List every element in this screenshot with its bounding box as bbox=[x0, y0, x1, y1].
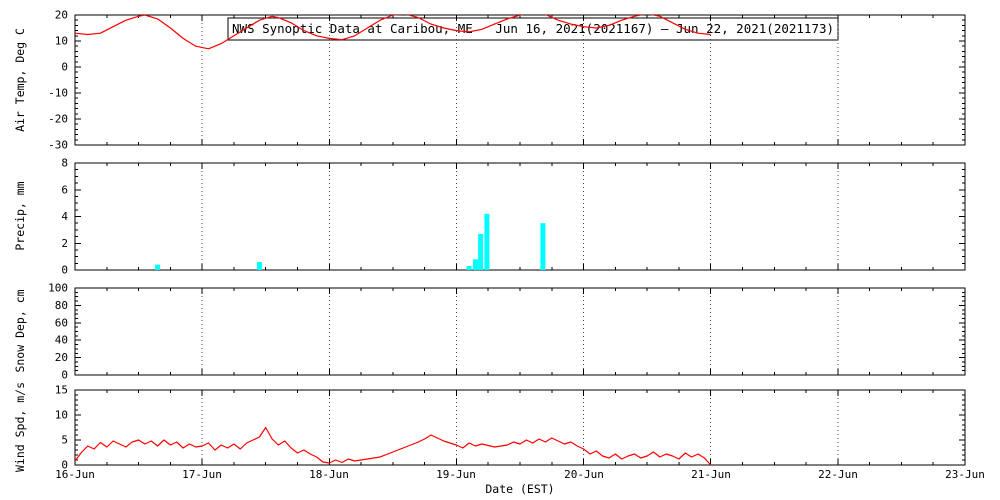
precip-bar bbox=[540, 223, 546, 270]
y-tick-label: 5 bbox=[61, 434, 68, 447]
x-tick-label-16jun: 16-Jun bbox=[55, 468, 95, 481]
y-tick-label: 8 bbox=[61, 157, 68, 170]
panel-precip: 0 2 4 6 8 bbox=[61, 157, 966, 277]
x-tick-label-21jun: 21-Jun bbox=[691, 468, 731, 481]
y-tick-label: 20 bbox=[55, 351, 68, 364]
panel-frame bbox=[74, 389, 966, 466]
y-tick-label: 0 bbox=[61, 61, 68, 74]
static-labels: NWS Synoptic Data at Caribou, ME Jun 16,… bbox=[13, 17, 985, 496]
precip-bar bbox=[484, 213, 490, 270]
y-tick-label: 60 bbox=[55, 316, 68, 329]
precip-bar bbox=[256, 262, 262, 270]
y-tick-label: 6 bbox=[61, 183, 68, 196]
x-tick-label-19jun: 19-Jun bbox=[436, 468, 476, 481]
y-tick-label: 20 bbox=[55, 9, 68, 22]
wind-speed-line bbox=[75, 426, 712, 465]
x-tick-label-20jun: 20-Jun bbox=[564, 468, 604, 481]
y-tick-label: 10 bbox=[55, 409, 68, 422]
y-tick-label: 80 bbox=[55, 299, 68, 312]
title-box bbox=[227, 17, 839, 41]
chart-title: NWS Synoptic Data at Caribou, ME Jun 16,… bbox=[232, 21, 834, 36]
x-tick-label-18jun: 18-Jun bbox=[309, 468, 349, 481]
y-tick-label: 15 bbox=[55, 384, 68, 397]
y-tick-label: 0 bbox=[61, 369, 68, 382]
ylabel-snow-depth: Snow Dep, cm bbox=[13, 289, 27, 372]
air-temp-line bbox=[75, 15, 711, 50]
y-tick-label: -20 bbox=[48, 113, 68, 126]
x-tick-label-23jun: 23-Jun bbox=[945, 468, 985, 481]
panel-snow-depth: 0 20 40 60 80 100 bbox=[48, 282, 966, 382]
x-tick-label-17jun: 17-Jun bbox=[182, 468, 222, 481]
panel-frame bbox=[74, 287, 966, 376]
panel-frame bbox=[74, 162, 966, 271]
precip-bar bbox=[473, 259, 478, 270]
y-tick-label: -10 bbox=[48, 87, 68, 100]
y-tick-label: 0 bbox=[61, 459, 68, 472]
ylabel-precip: Precip, mm bbox=[13, 181, 27, 250]
panel-air-temp: -30 -20 -10 0 10 20 bbox=[48, 9, 966, 152]
y-tick-label: 2 bbox=[61, 237, 68, 250]
y-tick-label: 100 bbox=[48, 282, 68, 295]
ylabel-wind-speed: Wind Spd, m/s bbox=[13, 382, 27, 472]
y-tick-label: 10 bbox=[55, 35, 68, 48]
y-tick-label: 40 bbox=[55, 334, 68, 347]
precip-bar bbox=[155, 264, 161, 270]
ylabel-air-temp: Air Temp, Deg C bbox=[13, 28, 27, 132]
y-tick-label: -30 bbox=[48, 139, 68, 152]
precip-bar bbox=[478, 233, 484, 270]
x-tick-label-22jun: 22-Jun bbox=[818, 468, 858, 481]
x-tick-labels: 16-Jun 17-Jun 18-Jun 19-Jun 20-Jun 21-Ju… bbox=[55, 468, 985, 481]
y-tick-label: 0 bbox=[61, 264, 68, 277]
x-axis-title: Date (EST) bbox=[485, 482, 554, 496]
panel-wind-speed: 0 5 10 15 bbox=[55, 384, 966, 472]
precip-bar bbox=[466, 266, 472, 270]
y-tick-label: 4 bbox=[61, 210, 68, 223]
